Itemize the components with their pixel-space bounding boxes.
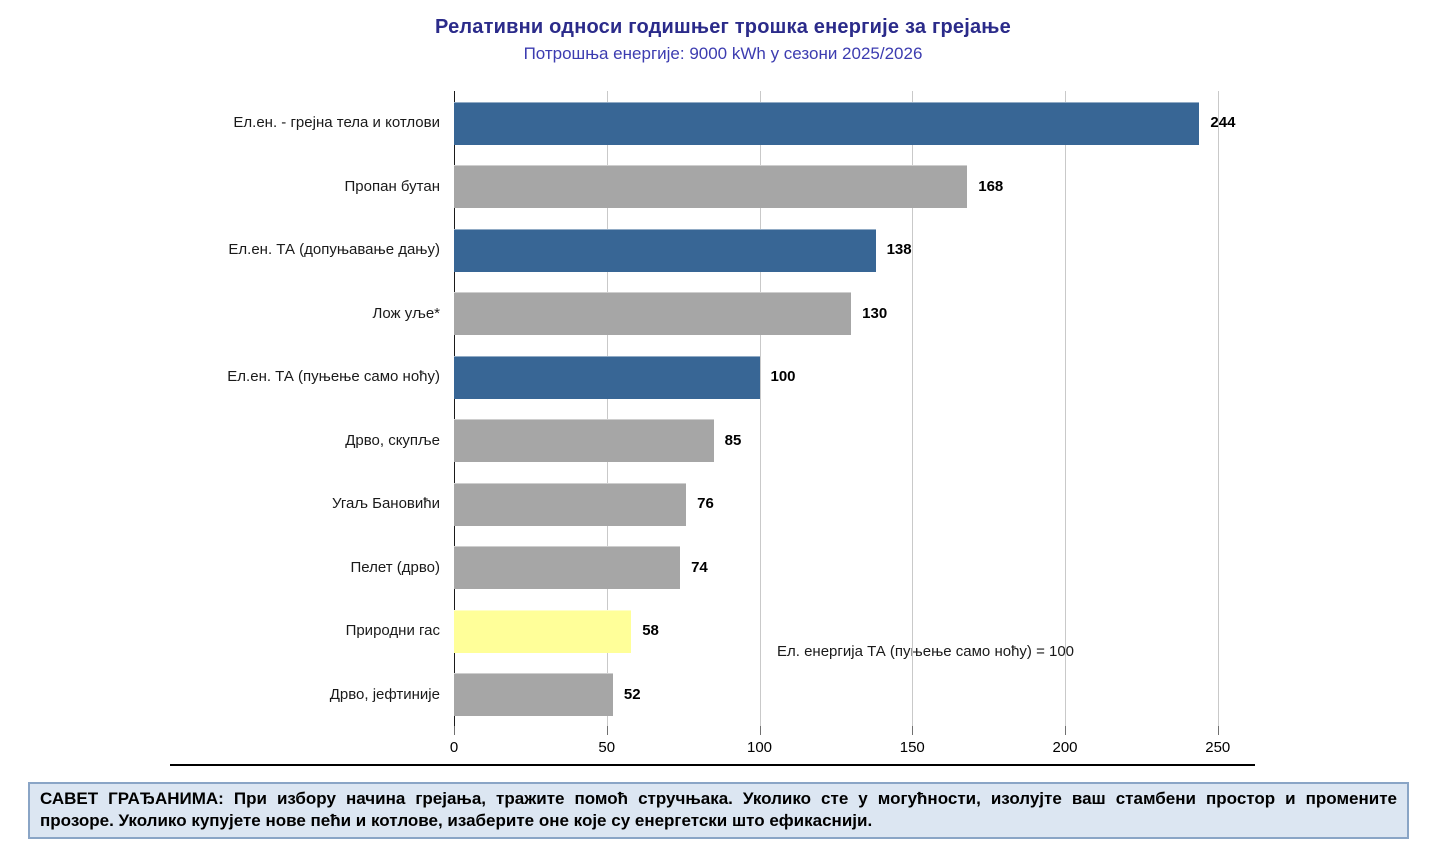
advice-text-line1: САВЕТ ГРАЂАНИМА: При избору начина греја… (40, 789, 1397, 808)
advice-text-line2: прозоре. Уколико купујете нове пећи и ко… (40, 811, 873, 830)
tick-mark (912, 726, 914, 735)
gridline (912, 91, 914, 726)
bar-row: Угаљ Бановићи 76 (170, 472, 1255, 536)
chart-title: Релативни односи годишњег трошка енергиј… (435, 16, 1011, 38)
value-label: 74 (691, 558, 708, 576)
value-label: 58 (642, 622, 659, 640)
category-label: Ел.ен. ТА (пуњење само ноћу) (227, 368, 440, 386)
x-tick-label: 200 (1052, 739, 1078, 756)
category-label: Пелет (дрво) (350, 558, 441, 576)
chart-bar (454, 482, 687, 526)
chart-bar (454, 609, 632, 653)
bar-row: Ел.ен. ТА (допуњавање дању) 138 (170, 218, 1255, 282)
bar-row: Пелет (дрво) 74 (170, 536, 1255, 600)
chart-header: Релативни односи годишњег трошка енергиј… (0, 16, 1446, 64)
bar-row: Ел.ен. - грејна тела и котлови 244 (170, 91, 1255, 155)
tick-mark (1065, 726, 1066, 735)
value-label: 52 (623, 685, 641, 703)
category-label: Ел.ен. - грејна тела и котлови (233, 114, 440, 132)
value-label: 85 (724, 431, 742, 449)
gridline (606, 91, 608, 726)
x-tick-label: 250 (1205, 739, 1231, 756)
divider-line (170, 764, 1255, 766)
chart-bar (454, 101, 1200, 145)
category-label: Ел.ен. ТА (допуњавање дању) (228, 241, 440, 259)
chart-subtitle: Потрошња енергије: 9000 kWh у сезони 202… (523, 44, 923, 63)
category-label: Дрво, скупље (345, 431, 440, 449)
value-label: 138 (886, 241, 912, 259)
category-label: Пропан бутан (344, 177, 440, 195)
bar-row: Лож уље* 130 (170, 282, 1255, 346)
citizens-advice-note: САВЕТ ГРАЂАНИМА: При избору начина греја… (28, 782, 1409, 839)
tick-mark (454, 726, 455, 735)
value-label: 130 (862, 304, 888, 322)
category-label: Природни гас (345, 622, 440, 640)
x-tick-label: 150 (899, 739, 925, 756)
bar-row: Ел.ен. ТА (пуњење само ноћу) 100 (170, 345, 1255, 409)
tick-mark (759, 726, 761, 735)
bar-row: Дрво, скупље 85 (170, 409, 1255, 473)
x-tick-label: 0 (449, 739, 459, 756)
gridline (1065, 91, 1066, 726)
bar-row: Природни гас 58 (170, 599, 1255, 663)
category-label: Дрво, јефтиније (329, 685, 440, 703)
bar-row: Пропан бутан 168 (170, 155, 1255, 219)
chart-bar (454, 355, 760, 399)
chart-bar (454, 292, 852, 335)
tick-mark (606, 726, 608, 735)
gridline (1217, 91, 1219, 726)
gridline (759, 91, 761, 726)
baseline-annotation: Ел. енергија ТА (пуњење само ноћу) = 100 (777, 643, 1075, 660)
x-tick-label: 50 (598, 739, 616, 756)
chart-bar (454, 165, 968, 208)
chart-bar (454, 228, 876, 272)
bar-chart: Ел. енергија ТА (пуњење само ноћу) = 100… (170, 91, 1255, 791)
y-axis-line (454, 91, 455, 726)
category-label: Угаљ Бановићи (332, 495, 440, 513)
chart-bar (454, 673, 613, 716)
chart-bar (454, 546, 681, 589)
value-label: 76 (697, 495, 714, 513)
bar-row: Дрво, јефтиније 52 (170, 663, 1255, 727)
x-tick-label: 100 (746, 739, 773, 756)
value-label: 100 (770, 368, 796, 386)
value-label: 168 (978, 177, 1004, 195)
category-label: Лож уље* (372, 304, 441, 322)
chart-bar (454, 419, 714, 462)
value-label: 244 (1210, 114, 1236, 132)
tick-mark (1217, 726, 1219, 735)
